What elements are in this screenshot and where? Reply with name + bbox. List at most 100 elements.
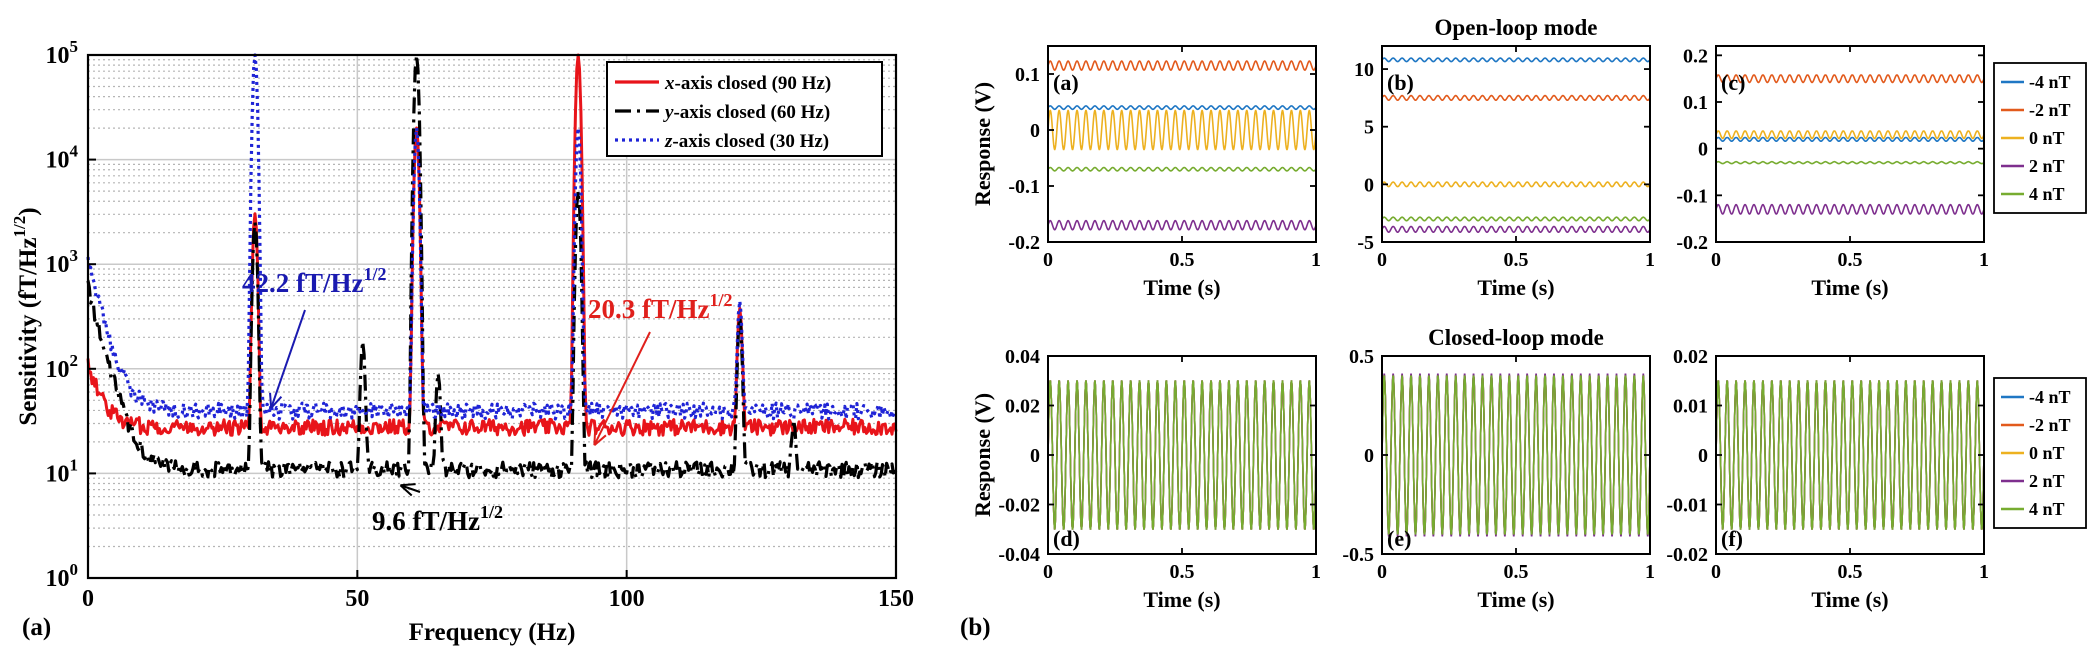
y-tick-label: 0	[1364, 445, 1374, 467]
legend-entry-axis: x	[664, 73, 675, 94]
legend-entry-text: -axis closed (30 Hz)	[672, 131, 829, 152]
panel-label: (f)	[1721, 526, 1743, 551]
response-line	[1382, 225, 1650, 233]
y-tick-exp: 1	[70, 455, 79, 474]
plot-frame	[86, 53, 898, 580]
annotation-arrow	[270, 309, 306, 409]
x-axis-label: Time (s)	[1477, 275, 1554, 300]
y-tick-label: 0.1	[1683, 92, 1708, 114]
response-line	[1048, 380, 1316, 530]
x-tick-label: 1	[1311, 561, 1321, 583]
legend-entry-text: -axis closed (60 Hz)	[673, 102, 830, 123]
x-tick-label: 50	[345, 586, 369, 612]
legend-entry: -2 nT	[2029, 415, 2071, 435]
x-tick-label: 0	[1711, 561, 1721, 583]
x-tick-label: 0	[82, 586, 94, 612]
legend-entry: -4 nT	[2029, 72, 2071, 92]
series-line-x	[86, 53, 898, 437]
legend-entry: 0 nT	[2029, 443, 2065, 463]
annotation-text: 42.2 fT/Hz	[242, 268, 364, 298]
annotation-arrowhead	[593, 429, 607, 446]
panel-label: (e)	[1387, 526, 1411, 551]
y-tick-label: -0.1	[1008, 176, 1040, 198]
response-line	[1716, 130, 1984, 140]
panel-label: (b)	[1387, 70, 1414, 95]
response-panel: -0.02 -0.01 0 0.01 0.02 0 0.5 1 Time (s) (f)	[1666, 346, 1989, 612]
x-tick-label: 0	[1043, 249, 1053, 271]
row-title: Open-loop mode	[1435, 15, 1598, 40]
y-tick-label: 0.04	[1005, 346, 1040, 368]
response-panel: -0.04 -0.02 0 0.02 0.04 0 0.5 1 Time (s) (d) Respo…	[970, 346, 1321, 612]
x-tick-label: 1	[1645, 249, 1655, 271]
x-tick-label: 100	[609, 586, 645, 612]
panel-label: (d)	[1053, 526, 1080, 551]
x-tick-label: 0	[1377, 249, 1387, 271]
x-tick-label: 0.5	[1838, 249, 1863, 271]
legend-entry: z-axis closed (30 Hz)	[664, 131, 829, 152]
x-tick-label: 0	[1711, 249, 1721, 271]
y-tick-base: 10	[46, 357, 70, 383]
y-tick-label: 103	[46, 246, 79, 278]
x-tick-label: 1	[1645, 561, 1655, 583]
y-tick-label: 0.01	[1673, 396, 1708, 418]
x-tick-label: 1	[1979, 561, 1989, 583]
y-tick-label: 10	[1354, 59, 1374, 81]
response-line	[1716, 380, 1984, 530]
x-axis-label: Time (s)	[1477, 587, 1554, 612]
y-tick-label: -5	[1357, 232, 1374, 254]
y-tick-label: 0	[1698, 445, 1708, 467]
panel-label-a: (a)	[22, 614, 51, 641]
y-axis-label: Sensitivity (fT/Hz1/2)	[10, 207, 42, 425]
y-tick-base: 10	[46, 252, 70, 278]
response-line	[1716, 136, 1984, 142]
y-tick-label: -0.02	[1666, 544, 1708, 566]
legend-entry: -4 nT	[2029, 387, 2071, 407]
response-line	[1382, 94, 1650, 101]
x-tick-label: 0.5	[1504, 249, 1529, 271]
x-tick-label: 0.5	[1504, 561, 1529, 583]
annotation-label: 20.3 fT/Hz1/2	[588, 290, 733, 324]
x-tick-label: 1	[1311, 249, 1321, 271]
y-tick-label: 0	[1030, 120, 1040, 142]
y-tick-label: -0.5	[1342, 544, 1374, 566]
y-tick-label: 0.1	[1015, 64, 1040, 86]
annotation-arrowhead	[269, 392, 283, 409]
plot-area	[1048, 46, 1316, 242]
y-tick-base: 10	[46, 461, 70, 487]
series-line-z	[86, 53, 897, 421]
annotation-label: 42.2 fT/Hz1/2	[242, 264, 387, 298]
y-tick-label: 102	[46, 351, 79, 383]
panel-label: (a)	[1053, 70, 1079, 95]
x-tick-label: 0	[1043, 561, 1053, 583]
row-title: Closed-loop mode	[1428, 325, 1604, 350]
annotation-arrowhead	[399, 483, 416, 497]
y-axis-label-sup: 1/2	[10, 216, 29, 238]
y-tick-label: 0	[1030, 445, 1040, 467]
y-tick-label: 0.02	[1673, 346, 1708, 368]
y-tick-label: 105	[46, 37, 79, 69]
y-tick-label: 0.02	[1005, 396, 1040, 418]
response-line	[1382, 57, 1650, 63]
legend-entry: 0 nT	[2029, 128, 2065, 148]
y-tick-exp: 3	[70, 246, 79, 265]
y-tick-exp: 2	[70, 351, 79, 370]
plot-area	[1716, 46, 1984, 242]
annotation-text: 20.3 fT/Hz	[588, 294, 710, 324]
annotation-arrow	[400, 484, 421, 493]
y-tick-label: 101	[46, 455, 79, 487]
series-line-y	[86, 53, 898, 480]
y-tick-exp: 5	[70, 37, 79, 56]
legend-entry: 4 nT	[2029, 499, 2065, 519]
legend-entry-axis: y	[663, 102, 674, 123]
y-axis-label: Response (V)	[970, 82, 995, 206]
x-axis-label: Time (s)	[1143, 275, 1220, 300]
response-line	[1716, 74, 1984, 84]
plot-area	[1382, 46, 1650, 242]
y-tick-base: 10	[46, 43, 70, 69]
annotation-text: 9.6 fT/Hz	[372, 506, 480, 536]
y-tick-label: 100	[46, 560, 79, 592]
figure-label-b: (b)	[960, 614, 991, 641]
